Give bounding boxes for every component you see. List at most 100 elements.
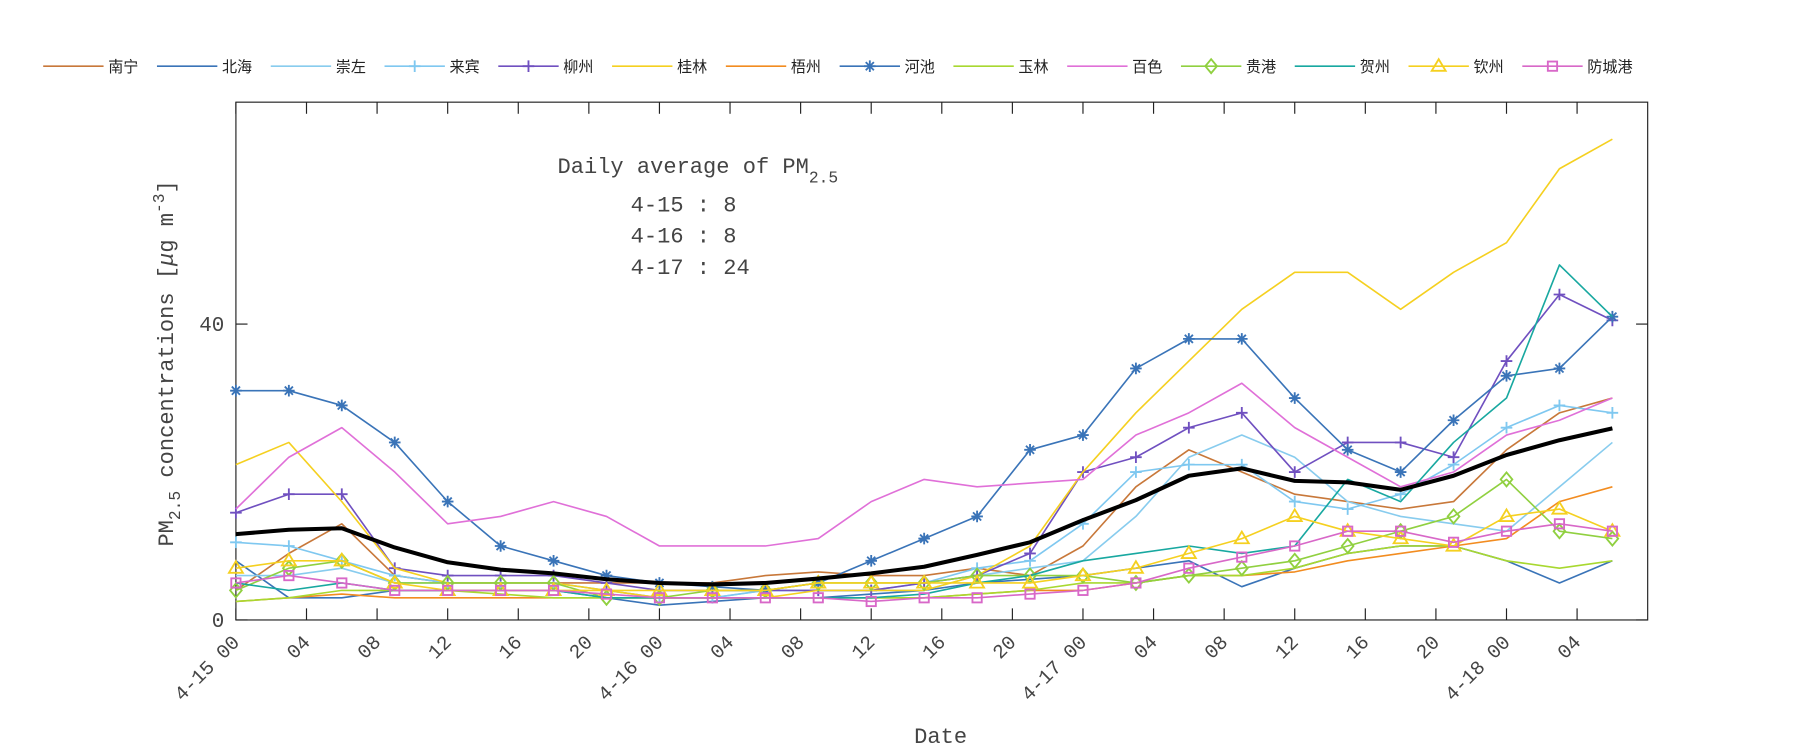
data-point — [227, 559, 245, 574]
data-point — [600, 588, 613, 600]
legend-marker — [522, 60, 535, 72]
y-label-part: μ — [155, 253, 180, 267]
data-point — [1340, 537, 1355, 555]
data-point — [1553, 362, 1566, 375]
data-point — [1392, 529, 1410, 545]
data-point — [1288, 495, 1301, 508]
data-point — [1287, 552, 1302, 570]
data-point — [1447, 536, 1460, 548]
data-point — [1553, 288, 1566, 301]
data-point — [1606, 525, 1618, 537]
data-point — [230, 384, 242, 397]
y-label-part: PM — [155, 520, 180, 546]
data-point — [1183, 562, 1195, 574]
x-tick-label: 12 — [424, 632, 456, 664]
data-point — [1500, 421, 1513, 434]
data-point — [918, 592, 930, 604]
data-point — [706, 592, 718, 604]
x-axis-label: Date — [914, 725, 967, 750]
data-point — [759, 592, 771, 604]
legend-label: 防城港 — [1587, 58, 1632, 76]
data-point — [1500, 370, 1513, 382]
data-point — [1342, 525, 1354, 537]
data-point — [1233, 529, 1251, 545]
x-tick-label: 20 — [989, 632, 1021, 664]
y-label-part: ] — [155, 180, 180, 193]
x-tick-label: 4-16 00 — [594, 632, 668, 706]
data-point — [1289, 540, 1301, 552]
x-tick-label: 16 — [918, 632, 950, 664]
x-tick-label: 4-18 00 — [1441, 632, 1515, 706]
y-tick-label: 40 — [199, 315, 224, 338]
data-point — [1341, 444, 1354, 456]
data-point — [703, 581, 721, 596]
data-point — [1444, 537, 1463, 552]
data-point — [864, 574, 879, 592]
data-point — [1130, 362, 1142, 375]
series-line — [235, 382, 1613, 547]
annotation-title: Daily average of PM2.5 — [558, 155, 839, 187]
annotation-line: 4-17 : 24 — [631, 256, 750, 281]
data-point — [283, 570, 295, 582]
legend-label: 南宁 — [108, 58, 138, 76]
legend-label: 来宾 — [450, 58, 480, 76]
data-point — [334, 552, 349, 570]
data-point — [1606, 407, 1619, 419]
data-point — [1183, 458, 1195, 471]
data-point — [1024, 588, 1036, 600]
legend-label: 河池 — [905, 58, 935, 76]
data-point — [650, 581, 669, 596]
x-tick-label: 08 — [777, 632, 809, 664]
annotation-line: 4-16 : 8 — [631, 225, 737, 250]
plot-frame — [235, 101, 1649, 621]
data-point — [230, 577, 242, 589]
data-point — [1130, 451, 1142, 464]
data-point — [389, 584, 401, 596]
y-label-part: -3 — [150, 193, 169, 213]
legend-label: 梧州 — [791, 58, 821, 76]
x-tick-label: 12 — [1271, 632, 1303, 664]
data-point — [1235, 333, 1248, 345]
legend-label: 钦州 — [1474, 58, 1504, 76]
series — [230, 518, 1618, 608]
data-point — [1497, 507, 1516, 522]
data-point — [1130, 577, 1142, 589]
x-tick-label: 04 — [1554, 632, 1586, 664]
data-point — [1075, 567, 1090, 585]
data-point — [918, 532, 930, 545]
data-point — [756, 581, 774, 596]
legend-label: 百色 — [1132, 58, 1162, 76]
data-point — [441, 495, 454, 508]
data-point — [1286, 507, 1304, 522]
legend-marker — [1430, 57, 1448, 72]
data-point — [1550, 500, 1569, 515]
data-point — [812, 592, 824, 604]
x-tick-label: 08 — [1201, 632, 1233, 664]
x-tick-label: 16 — [495, 632, 527, 664]
data-point — [600, 569, 613, 582]
data-point — [1395, 525, 1407, 537]
x-tick-label: 4-15 00 — [171, 632, 245, 706]
legend-marker — [1204, 57, 1219, 75]
y-axis-label: PM2.5 concentrations [μg m-3] — [150, 180, 185, 546]
annotation-line: 4-15 : 8 — [631, 193, 737, 218]
data-point — [1553, 518, 1566, 530]
data-point — [1024, 444, 1036, 456]
data-point — [1394, 466, 1407, 478]
data-point — [386, 574, 404, 589]
data-point — [1500, 355, 1513, 367]
data-point — [1130, 466, 1142, 478]
data-point — [230, 536, 242, 549]
data-point — [865, 554, 878, 567]
data-point — [547, 584, 560, 596]
data-point — [1553, 399, 1566, 412]
data-point — [1288, 466, 1301, 478]
series — [230, 399, 1619, 604]
data-point — [283, 488, 295, 501]
data-point — [1499, 471, 1514, 488]
y-label-part: concentrations [ — [155, 266, 180, 491]
series-line — [235, 522, 1613, 603]
data-point — [335, 399, 348, 412]
x-tick-label: 04 — [283, 632, 315, 664]
legend-marker — [1546, 60, 1559, 72]
